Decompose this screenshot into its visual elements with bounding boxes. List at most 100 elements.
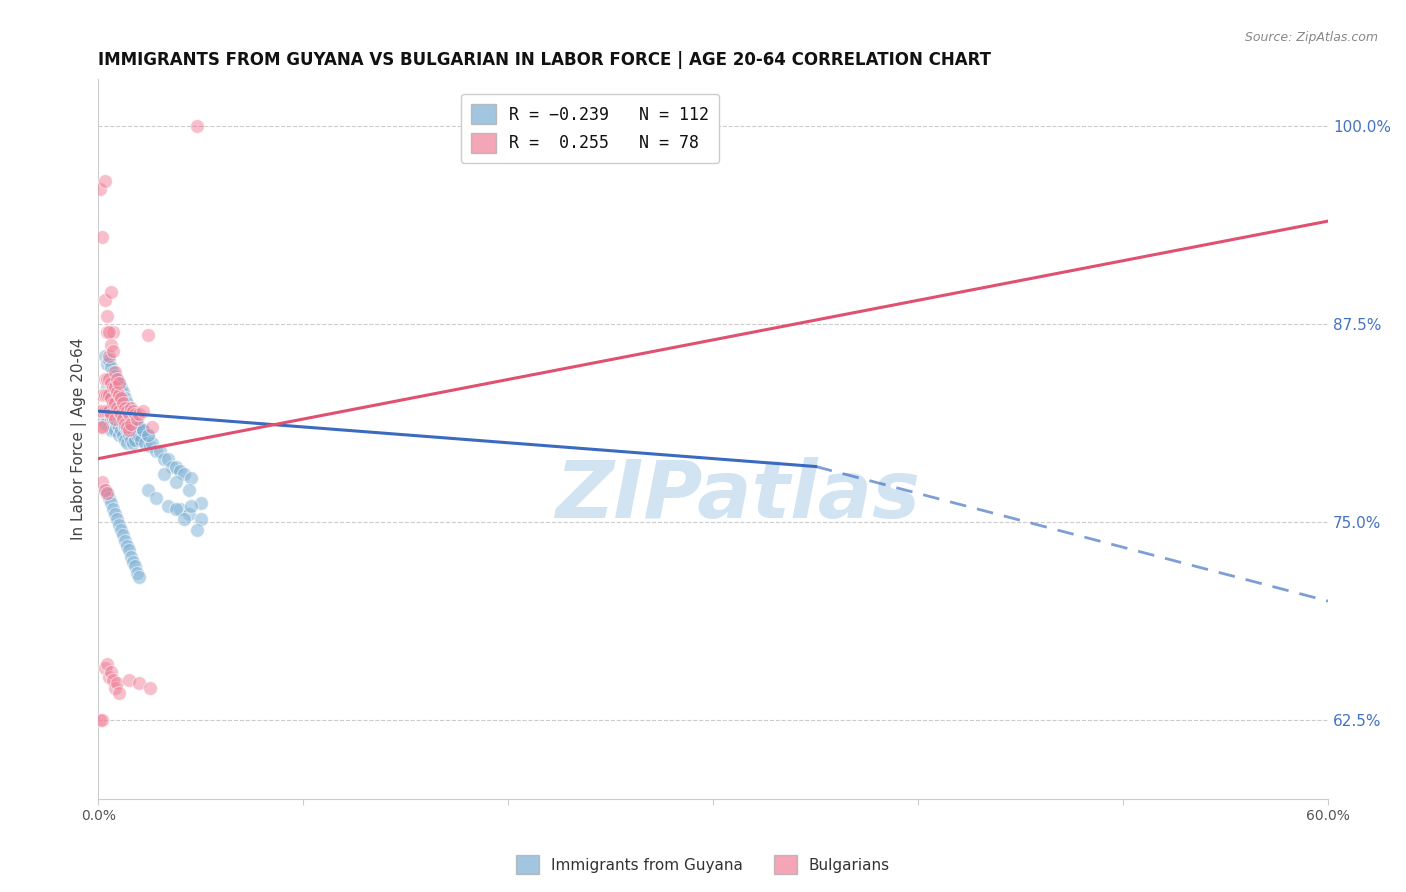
Point [91,388,114,402]
Point [118,407,141,421]
Point [111,385,134,400]
Point [104,364,127,378]
Point [186,523,208,537]
Point [111,412,134,426]
Point [89,182,111,196]
Point [104,380,127,394]
Point [115,539,138,553]
Point [93,660,115,674]
Point [105,512,128,526]
Point [153,451,176,466]
Point [180,470,202,484]
Point [115,396,138,410]
Point [141,435,163,450]
Point [93,372,115,386]
Point [96,380,118,394]
Point [93,483,115,498]
Point [110,380,132,394]
Point [118,401,141,415]
Point [105,385,128,400]
Point [124,433,146,447]
Point [115,435,138,450]
Point [157,451,180,466]
Point [100,407,122,421]
Point [101,396,124,410]
Point [128,428,150,442]
Point [89,713,111,727]
Point [96,486,118,500]
Point [145,491,167,506]
Point [145,443,167,458]
Point [114,433,136,447]
Point [165,459,187,474]
Point [128,420,150,434]
Text: Source: ZipAtlas.com: Source: ZipAtlas.com [1244,31,1378,45]
Point [93,349,115,363]
Point [169,464,191,478]
Point [186,119,208,133]
Point [100,376,122,390]
Point [97,404,120,418]
Point [128,570,150,584]
Point [97,349,120,363]
Point [93,388,115,402]
Point [105,676,128,690]
Point [136,483,159,498]
Point [100,392,122,406]
Point [97,325,120,339]
Point [127,428,149,442]
Point [101,396,124,410]
Point [138,681,160,696]
Point [108,376,131,390]
Point [101,404,124,418]
Point [101,502,124,516]
Point [97,670,120,684]
Point [122,407,145,421]
Point [122,404,145,418]
Text: IMMIGRANTS FROM GUYANA VS BULGARIAN IN LABOR FORCE | AGE 20-64 CORRELATION CHART: IMMIGRANTS FROM GUYANA VS BULGARIAN IN L… [98,51,991,69]
Point [141,420,163,434]
Point [105,407,128,421]
Point [105,372,128,386]
Point [97,388,120,402]
Point [111,428,134,442]
Point [105,401,128,415]
Point [118,417,141,431]
Point [111,396,134,410]
Point [165,475,187,490]
Point [93,293,115,308]
Y-axis label: In Labor Force | Age 20-64: In Labor Force | Age 20-64 [72,338,87,540]
Point [110,423,132,437]
Point [93,483,115,498]
Point [118,673,141,688]
Point [118,543,141,558]
Point [100,337,122,351]
Point [101,343,124,358]
Point [101,364,124,378]
Point [124,420,146,434]
Point [108,420,131,434]
Point [173,467,195,482]
Point [91,404,114,418]
Point [128,420,150,434]
Point [91,713,114,727]
Point [122,435,145,450]
Point [122,423,145,437]
Point [108,388,131,402]
Point [91,412,114,426]
Point [120,433,142,447]
Point [100,423,122,437]
Point [190,496,212,510]
Point [96,309,118,323]
Point [104,507,127,521]
Point [91,475,114,490]
Point [96,357,118,371]
Point [96,657,118,672]
Point [110,407,132,421]
Point [96,404,118,418]
Point [190,512,212,526]
Point [97,372,120,386]
Point [100,404,122,418]
Point [153,467,176,482]
Point [114,420,136,434]
